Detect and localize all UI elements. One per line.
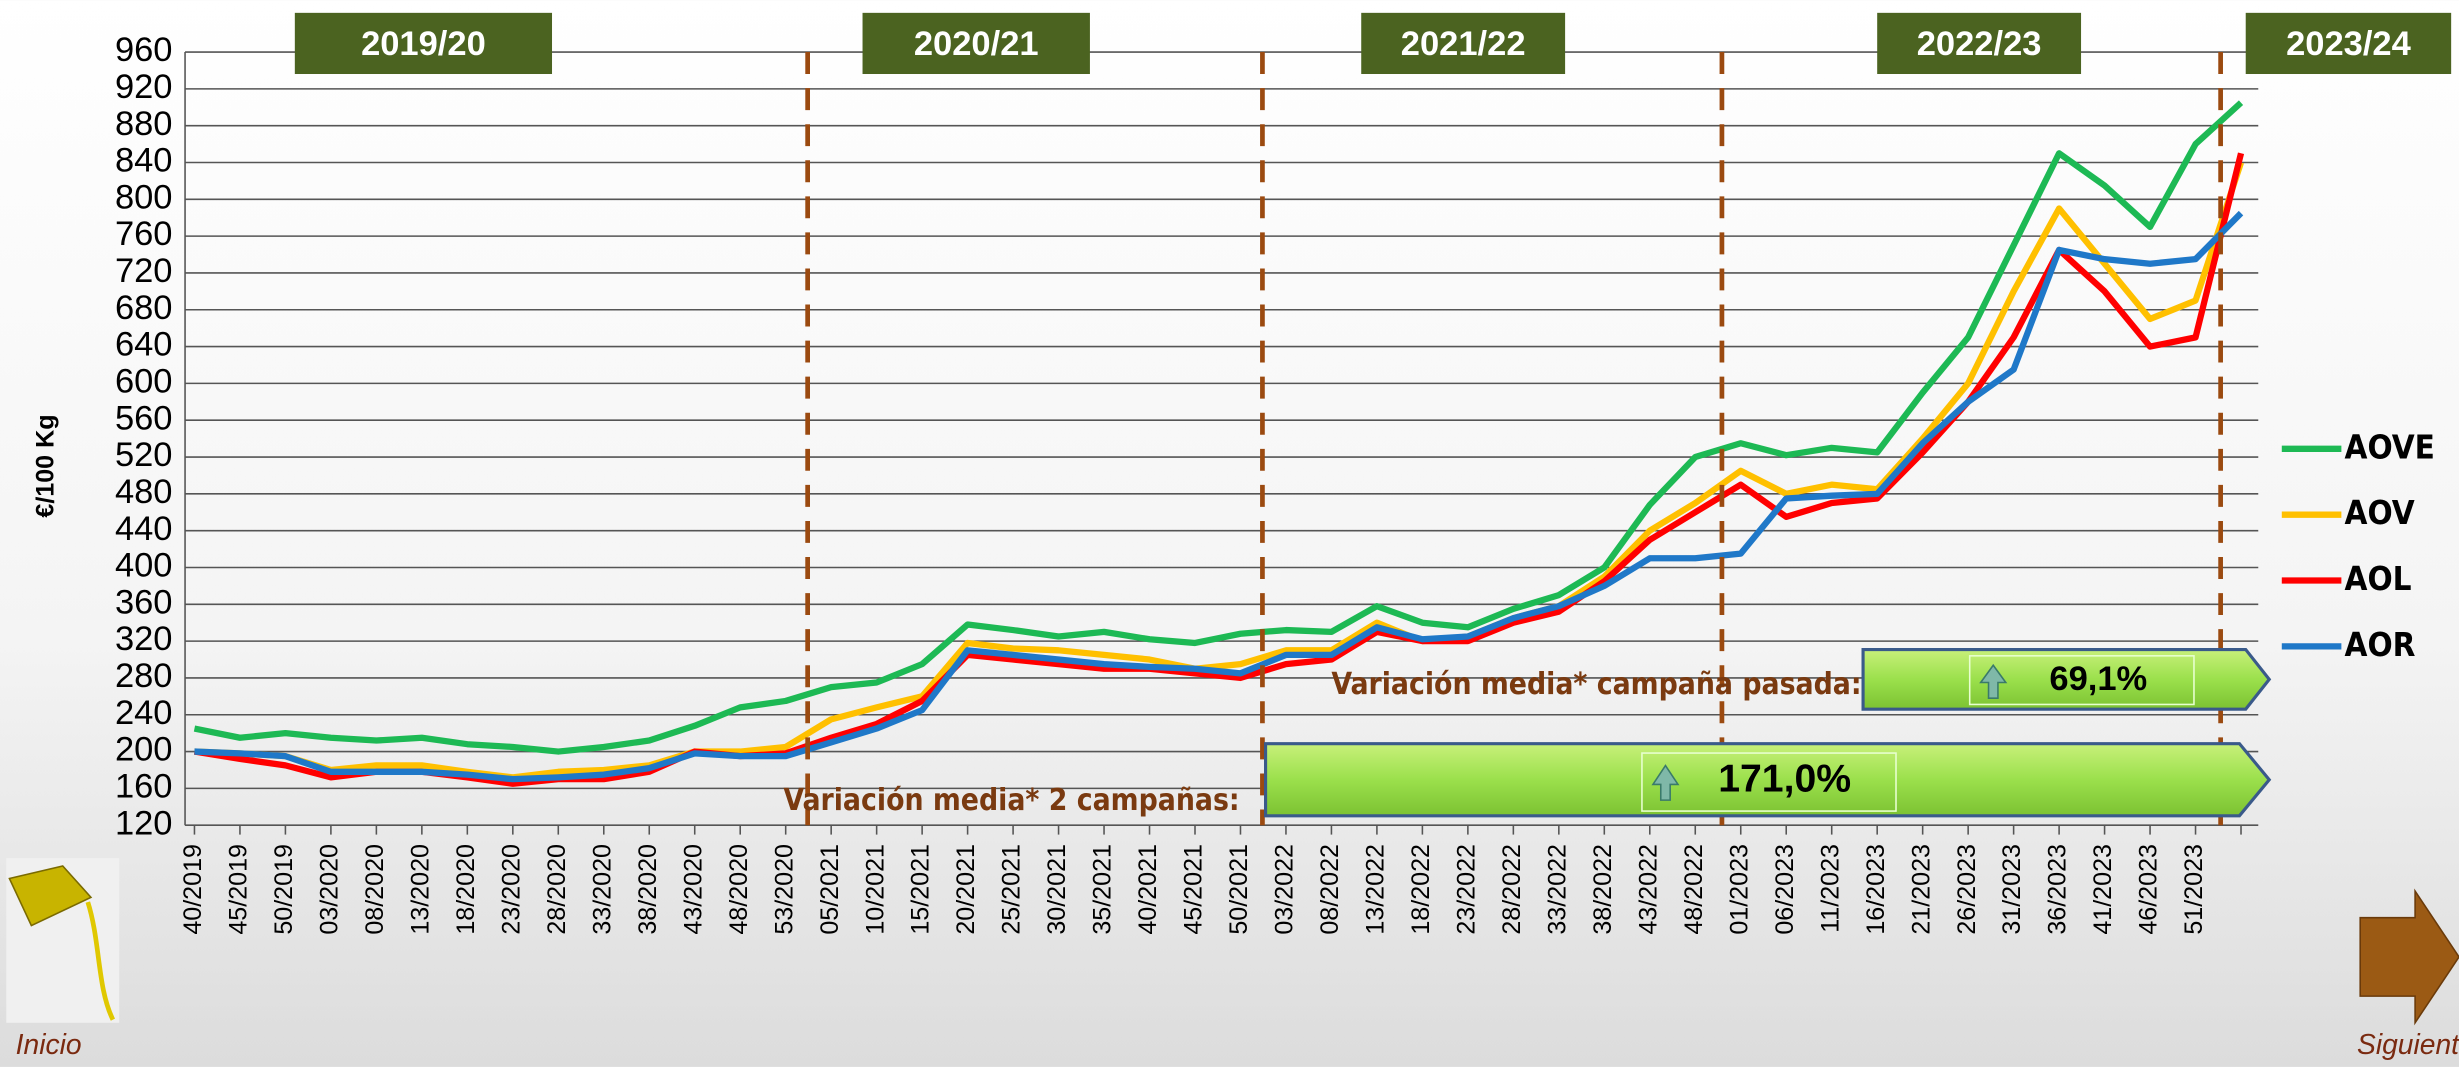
legend-label: AOVE <box>2345 427 2435 466</box>
campaign-label: 2020/21 <box>914 25 1039 63</box>
y-tick-label: 240 <box>115 694 173 732</box>
x-tick-label: 23/2020 <box>497 844 525 935</box>
y-tick-label: 960 <box>115 31 173 69</box>
y-tick-label: 520 <box>115 436 173 474</box>
y-tick-label: 920 <box>115 68 173 106</box>
x-tick-label: 48/2020 <box>725 844 753 935</box>
next-arrow[interactable] <box>2360 891 2459 1023</box>
x-tick-label: 16/2023 <box>1862 844 1890 935</box>
y-tick-label: 720 <box>115 252 173 290</box>
page: {"chart_data": {"type": "line", "y_label… <box>0 0 2459 1067</box>
x-tick-label: 10/2021 <box>861 844 889 935</box>
campaign-label: 2022/23 <box>1917 25 2042 63</box>
next-link[interactable]: Siguient <box>2357 1028 2459 1060</box>
y-tick-label: 640 <box>115 326 173 364</box>
x-tick-label: 08/2020 <box>361 844 389 935</box>
x-tick-label: 18/2022 <box>1407 844 1435 935</box>
x-tick-label: 13/2022 <box>1362 844 1390 935</box>
y-tick-label: 360 <box>115 583 173 621</box>
x-tick-label: 48/2022 <box>1680 844 1708 935</box>
x-tick-label: 46/2023 <box>2135 844 2163 935</box>
x-tick-label: 26/2023 <box>1953 844 1981 935</box>
x-tick-label: 33/2020 <box>588 844 616 935</box>
x-tick-label: 51/2023 <box>2180 844 2208 935</box>
x-tick-label: 43/2022 <box>1634 844 1662 935</box>
x-tick-label: 13/2020 <box>406 844 434 935</box>
x-tick-label: 20/2021 <box>952 844 980 935</box>
x-tick-label: 50/2019 <box>270 844 298 935</box>
annotation-value: 171,0% <box>1718 758 1851 801</box>
y-tick-label: 480 <box>115 473 173 511</box>
x-tick-label: 18/2020 <box>452 844 480 935</box>
legend-label: AOV <box>2345 493 2415 532</box>
slide: €/100 Kg Variación media* campaña pasada… <box>0 0 2459 1067</box>
x-tick-label: 05/2021 <box>816 844 844 935</box>
home-button[interactable]: Inicio <box>6 858 119 1060</box>
campaign-label: 2023/24 <box>2286 25 2411 63</box>
x-tick-label: 06/2023 <box>1771 844 1799 935</box>
annotation-label: Variación media* 2 campañas: <box>783 783 1239 818</box>
y-tick-label: 800 <box>115 178 173 216</box>
x-tick-label: 01/2023 <box>1725 844 1753 935</box>
x-tick-label: 40/2019 <box>179 844 207 935</box>
x-tick-label: 33/2022 <box>1543 844 1571 935</box>
x-tick-label: 35/2021 <box>1089 844 1117 935</box>
x-tick-label: 36/2023 <box>2044 844 2072 935</box>
x-tick-label: 25/2021 <box>998 844 1026 935</box>
y-tick-label: 320 <box>115 620 173 658</box>
y-tick-label: 840 <box>115 142 173 180</box>
x-tick-label: 38/2022 <box>1589 844 1617 935</box>
x-tick-label: 45/2021 <box>1180 844 1208 935</box>
x-tick-label: 53/2020 <box>770 844 798 935</box>
x-tick-label: 15/2021 <box>907 844 935 935</box>
x-tick-label: 50/2021 <box>1225 844 1253 935</box>
annotation-value: 69,1% <box>2049 660 2147 698</box>
x-tick-label: 21/2023 <box>1907 844 1935 935</box>
legend-label: AOL <box>2345 559 2412 598</box>
y-tick-label: 600 <box>115 363 173 401</box>
home-link[interactable]: Inicio <box>16 1028 82 1060</box>
x-tick-label: 23/2022 <box>1452 844 1480 935</box>
y-tick-label: 160 <box>115 767 173 805</box>
x-tick-label: 30/2021 <box>1043 844 1071 935</box>
legend-label: AOR <box>2345 625 2416 664</box>
campaign-label: 2021/22 <box>1401 25 1526 63</box>
x-tick-label: 28/2022 <box>1498 844 1526 935</box>
y-tick-label: 680 <box>115 289 173 327</box>
x-tick-label: 31/2023 <box>1998 844 2026 935</box>
x-tick-label: 38/2020 <box>634 844 662 935</box>
x-tick-label: 45/2019 <box>225 844 253 935</box>
grid <box>185 52 2258 835</box>
y-axis-label: €/100 Kg <box>32 414 60 517</box>
annotation-label: Variación media* campaña pasada: <box>1331 667 1861 702</box>
x-tick-label: 43/2020 <box>679 844 707 935</box>
x-tick-label: 08/2022 <box>1316 844 1344 935</box>
x-tick-label: 03/2020 <box>316 844 344 935</box>
x-tick-label: 03/2022 <box>1271 844 1299 935</box>
y-tick-label: 760 <box>115 215 173 253</box>
y-tick-label: 200 <box>115 731 173 769</box>
x-tick-label: 28/2020 <box>543 844 571 935</box>
y-tick-label: 280 <box>115 657 173 695</box>
y-tick-label: 560 <box>115 399 173 437</box>
campaign-label: 2019/20 <box>361 25 486 63</box>
y-tick-label: 120 <box>115 804 173 842</box>
x-tick-label: 41/2023 <box>2089 844 2117 935</box>
next-button[interactable]: Siguient <box>2357 891 2459 1060</box>
y-tick-label: 440 <box>115 510 173 548</box>
x-tick-label: 11/2023 <box>1816 844 1844 933</box>
y-tick-label: 880 <box>115 105 173 143</box>
y-tick-label: 400 <box>115 547 173 585</box>
x-tick-label: 40/2021 <box>1134 844 1162 935</box>
